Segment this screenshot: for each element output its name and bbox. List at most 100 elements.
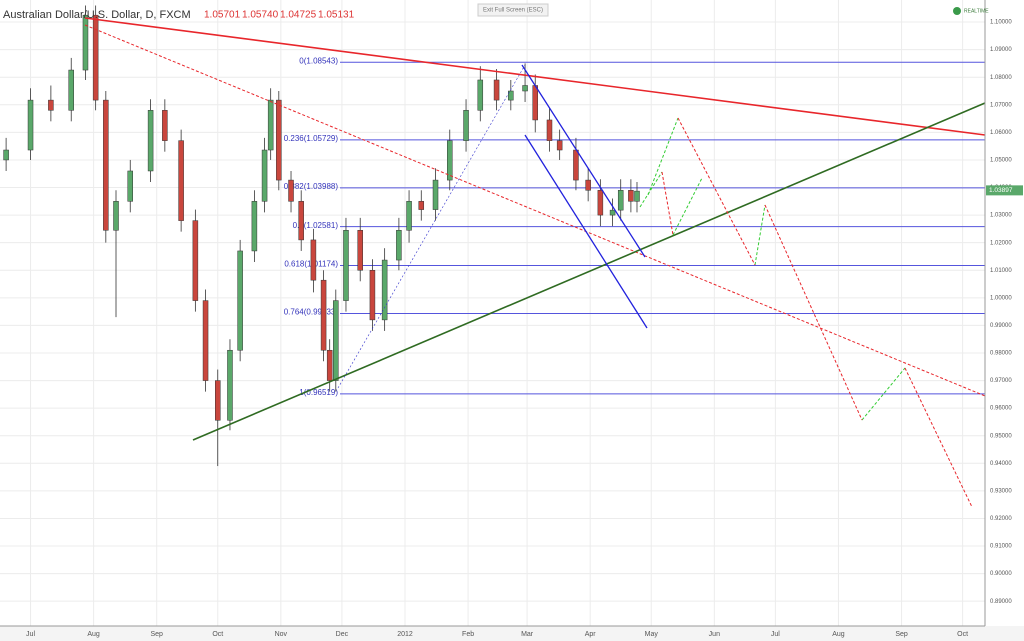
x-tick-label: Aug — [87, 631, 100, 638]
arrow — [677, 117, 756, 266]
candle-body — [432, 179, 439, 210]
candle-body — [406, 201, 412, 231]
y-tick-label: 0.91000 — [990, 544, 1012, 550]
y-tick-label: 0.93000 — [990, 488, 1012, 494]
arrow — [754, 204, 766, 266]
candle-body — [447, 140, 453, 181]
arrow — [661, 171, 674, 236]
candle-body — [343, 230, 349, 301]
x-tick-label: Jul — [26, 631, 35, 638]
realtime-icon — [953, 7, 961, 15]
candle-body — [68, 69, 74, 111]
x-tick-label: 2012 — [397, 631, 413, 638]
fib-level-label: 1(0.96519) — [299, 388, 338, 397]
trend-line — [84, 17, 986, 136]
projection-down — [661, 117, 973, 508]
candle-body — [267, 99, 274, 151]
x-tick-label: Sep — [150, 631, 163, 638]
arrow — [639, 171, 663, 208]
y-tick-label: 1.00000 — [990, 295, 1012, 301]
symbol-title: Australian Dollar/U.S. Dollar, D, FXCM — [3, 9, 191, 21]
candle-body — [27, 99, 34, 151]
candle-body — [532, 85, 538, 121]
time-axis — [0, 626, 1024, 641]
y-tick-label: 0.99000 — [990, 323, 1012, 329]
last-price-label: 1.03897 — [989, 187, 1013, 194]
candle-body — [585, 179, 591, 191]
candle-body — [333, 300, 339, 381]
x-tick-label: Apr — [585, 631, 597, 638]
candle-body — [556, 140, 563, 151]
candle-body — [276, 99, 282, 181]
candle-body — [113, 201, 119, 231]
trend-line — [84, 24, 991, 399]
candle-body — [298, 201, 304, 241]
x-tick-label: Feb — [462, 631, 474, 638]
fib-level-label: 0.5(1.02581) — [293, 221, 339, 230]
ohlc-open: 1.05701 — [204, 10, 241, 21]
y-tick-label: 1.03000 — [990, 213, 1012, 219]
candle-body — [261, 149, 268, 202]
arrow — [861, 367, 906, 421]
price-axis — [985, 0, 1024, 641]
x-tick-label: Sep — [895, 631, 908, 638]
candle-body — [326, 349, 333, 381]
candle-body — [48, 99, 54, 111]
channel-line — [521, 64, 646, 258]
arrow — [904, 367, 973, 508]
y-tick-label: 0.90000 — [990, 571, 1012, 577]
x-tick-label: Oct — [212, 631, 223, 638]
candle-body — [418, 201, 425, 210]
candle-body — [396, 230, 402, 261]
exit-fullscreen-label[interactable]: Exit Full Screen (ESC) — [483, 8, 543, 14]
candle-body — [463, 110, 469, 141]
y-tick-label: 1.07000 — [990, 102, 1012, 108]
drawings — [84, 17, 991, 508]
y-tick-label: 1.06000 — [990, 130, 1012, 136]
last-price-tag — [986, 185, 1023, 196]
realtime-badge: REALTIME — [964, 8, 989, 14]
candle-body — [215, 380, 221, 421]
candle-body — [288, 179, 294, 202]
y-tick-label: 0.94000 — [990, 461, 1012, 467]
candle-body — [477, 79, 484, 111]
grid — [0, 0, 985, 626]
x-tick-label: Nov — [275, 631, 288, 638]
trend-line — [192, 102, 986, 441]
y-tick-label: 1.10000 — [990, 20, 1012, 26]
x-tick-label: Oct — [957, 631, 968, 638]
candle-body — [82, 14, 89, 71]
exit-fullscreen-button[interactable] — [477, 3, 549, 17]
channel-line — [524, 134, 648, 329]
candle-body — [617, 190, 624, 211]
y-tick-label: 0.97000 — [990, 378, 1012, 384]
candle-body — [3, 149, 9, 161]
candle-body — [92, 14, 99, 101]
y-tick-label: 0.89000 — [990, 599, 1012, 605]
x-tick-label: Aug — [832, 631, 845, 638]
candle-body — [546, 119, 553, 141]
candle-body — [381, 259, 388, 321]
arrow — [647, 117, 679, 196]
y-tick-label: 0.98000 — [990, 351, 1012, 357]
y-tick-label: 1.05000 — [990, 158, 1012, 164]
candle-body — [634, 190, 640, 202]
arrow — [672, 177, 703, 236]
candle-body — [628, 190, 634, 202]
fib-level-label: 0.764(0.99433) — [284, 308, 339, 317]
candle-body — [508, 90, 514, 101]
arrow — [764, 204, 863, 421]
candle-body — [162, 110, 168, 141]
ohlc-low: 1.04725 — [280, 10, 317, 21]
axes: 1.10000 1.09000 1.08000 1.07000 1.06000 1.050… — [26, 20, 1023, 638]
candle-body — [103, 99, 109, 231]
candle-body — [178, 140, 184, 221]
candle-body — [320, 279, 327, 351]
projection-up — [639, 117, 906, 421]
x-tick-label: Mar — [521, 631, 534, 638]
candle-body — [310, 239, 317, 281]
candle-body — [369, 270, 376, 321]
fib-level-label: 0(1.08543) — [299, 56, 338, 65]
